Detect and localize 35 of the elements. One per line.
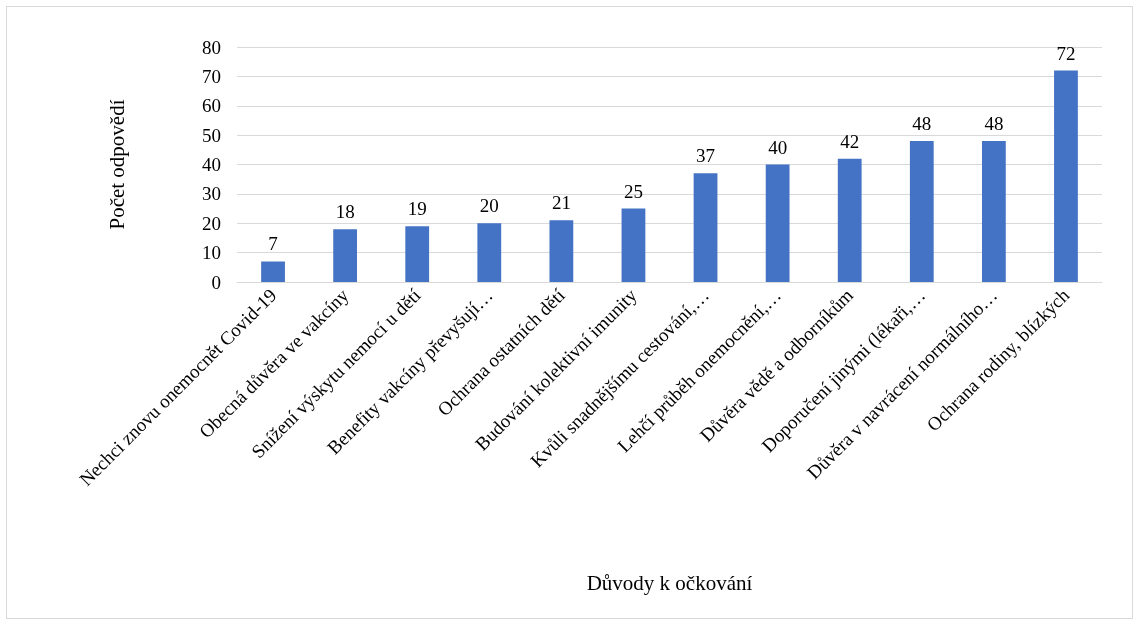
y-tick-label: 80: [202, 36, 221, 58]
bar: [477, 223, 502, 282]
data-label: 48: [912, 113, 932, 134]
data-label: 18: [335, 201, 355, 223]
bar: [1054, 70, 1078, 282]
y-axis-title: Počet odpovědí: [104, 99, 129, 230]
data-label: 7: [268, 233, 278, 255]
y-tick-label: 40: [202, 154, 221, 175]
bar: [261, 261, 285, 282]
y-tick-label: 30: [202, 183, 221, 205]
data-label: 42: [840, 130, 860, 152]
y-tick-label: 0: [211, 271, 221, 293]
bar: [981, 141, 1006, 282]
data-label: 25: [623, 180, 643, 202]
bar: [549, 220, 574, 282]
y-tick-label: 20: [202, 212, 221, 234]
data-label: 37: [696, 145, 716, 167]
bar: [333, 229, 358, 282]
data-label: 21: [551, 192, 571, 214]
y-tick-label: 60: [202, 95, 221, 117]
bar: [837, 158, 862, 282]
bar: [693, 173, 718, 282]
data-label: 19: [407, 198, 427, 220]
data-label: 72: [1056, 42, 1076, 64]
data-label: 40: [768, 136, 788, 158]
bar: [621, 208, 646, 282]
bar: [405, 226, 430, 282]
data-label: 48: [984, 113, 1004, 134]
y-tick-label: 10: [202, 242, 221, 264]
y-tick-label: 70: [202, 65, 221, 87]
y-tick-label: 50: [202, 124, 221, 146]
data-label: 20: [479, 195, 499, 217]
x-axis-title: Důvody k očkování: [586, 570, 753, 595]
bar: [765, 164, 790, 282]
bar: [909, 141, 934, 282]
